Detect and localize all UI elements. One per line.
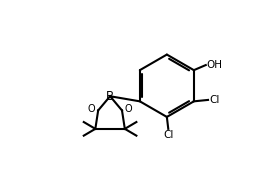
Text: B: B [106, 90, 114, 103]
Text: O: O [88, 104, 95, 114]
Text: O: O [125, 104, 132, 114]
Text: Cl: Cl [163, 130, 173, 140]
Text: Cl: Cl [209, 95, 219, 105]
Text: OH: OH [207, 60, 223, 70]
